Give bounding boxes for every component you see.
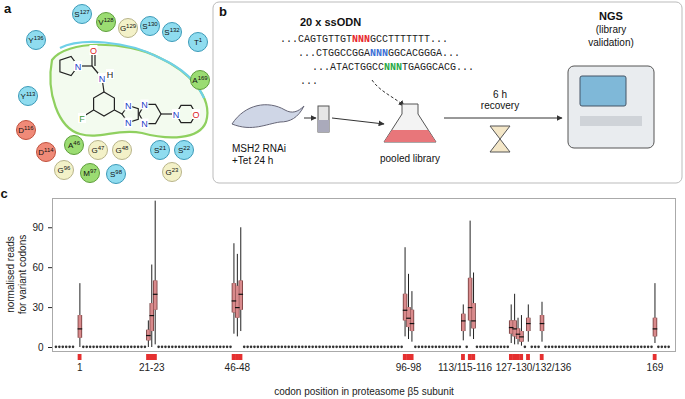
svg-text:0: 0: [38, 342, 44, 353]
svg-text:M97: M97: [83, 168, 97, 178]
svg-text:V128: V128: [98, 17, 114, 27]
svg-text:T1: T1: [194, 37, 203, 47]
svg-text:a: a: [4, 1, 12, 16]
svg-text:60: 60: [32, 262, 44, 273]
svg-text:validation): validation): [588, 37, 634, 48]
svg-text:N: N: [141, 100, 148, 110]
svg-text:S22: S22: [178, 145, 191, 155]
svg-text:S21: S21: [154, 145, 167, 155]
svg-text:for variant codons: for variant codons: [17, 235, 28, 315]
svg-text:S130: S130: [142, 21, 158, 31]
svg-text:normalised reads: normalised reads: [5, 236, 16, 313]
svg-text:S132: S132: [164, 27, 180, 37]
svg-text:A46: A46: [68, 140, 81, 150]
svg-text:20 x ssODN: 20 x ssODN: [300, 16, 361, 28]
svg-text:+Tet 24 h: +Tet 24 h: [232, 155, 273, 166]
svg-text:G48: G48: [116, 145, 130, 155]
svg-text:...CTGGCCGGANNNGGCACGGGA...: ...CTGGCCGGANNNGGCACGGGA...: [298, 48, 460, 59]
svg-text:N: N: [99, 74, 106, 84]
svg-text:Y136: Y136: [28, 35, 44, 45]
svg-text:N: N: [75, 62, 82, 72]
svg-text:NGS: NGS: [599, 10, 623, 22]
svg-text:...ATACTGGCCNNNTGAGGCACG...: ...ATACTGGCCNNNTGAGGCACG...: [312, 62, 474, 73]
svg-text:H: H: [107, 70, 114, 80]
svg-text:21-23: 21-23: [139, 362, 165, 373]
svg-text:N: N: [125, 118, 132, 128]
svg-text:46-48: 46-48: [225, 362, 251, 373]
svg-text:A169: A169: [192, 75, 208, 85]
svg-text:O: O: [90, 46, 97, 56]
svg-text:90: 90: [32, 222, 44, 233]
svg-text:c: c: [0, 186, 7, 201]
svg-text:6 h: 6 h: [493, 89, 507, 100]
svg-text:D114: D114: [38, 147, 54, 157]
svg-text:1: 1: [77, 362, 83, 373]
svg-text:...CAGTGTTGTNNNGCCTTTTTTT...: ...CAGTGTTGTNNNGCCTTTTTTT...: [280, 34, 448, 45]
svg-text:...: ...: [300, 76, 318, 87]
svg-text:N: N: [173, 110, 180, 120]
svg-text:S98: S98: [110, 169, 123, 179]
svg-text:127-130/132/136: 127-130/132/136: [496, 362, 572, 373]
svg-text:b: b: [219, 4, 227, 19]
svg-text:169: 169: [647, 362, 664, 373]
svg-text:D116: D116: [18, 125, 34, 135]
svg-text:G47: G47: [92, 145, 106, 155]
svg-text:recovery: recovery: [481, 100, 519, 111]
svg-text:Y113: Y113: [21, 91, 37, 101]
svg-text:MSH2 RNAi: MSH2 RNAi: [232, 143, 286, 154]
svg-text:30: 30: [32, 302, 44, 313]
svg-text:N: N: [125, 101, 132, 111]
svg-text:G23: G23: [166, 167, 180, 177]
svg-text:96-98: 96-98: [396, 362, 422, 373]
svg-text:pooled library: pooled library: [380, 153, 440, 164]
svg-text:S127: S127: [74, 9, 90, 19]
svg-text:G96: G96: [58, 165, 72, 175]
svg-text:N: N: [141, 119, 148, 129]
svg-text:(library: (library: [596, 24, 627, 35]
svg-text:G129: G129: [120, 23, 137, 33]
svg-text:codon position in proteasome β: codon position in proteasome β5 subunit: [274, 386, 454, 397]
svg-text:O: O: [192, 110, 199, 120]
svg-text:F: F: [79, 114, 85, 124]
svg-text:113/115-116: 113/115-116: [438, 362, 492, 373]
